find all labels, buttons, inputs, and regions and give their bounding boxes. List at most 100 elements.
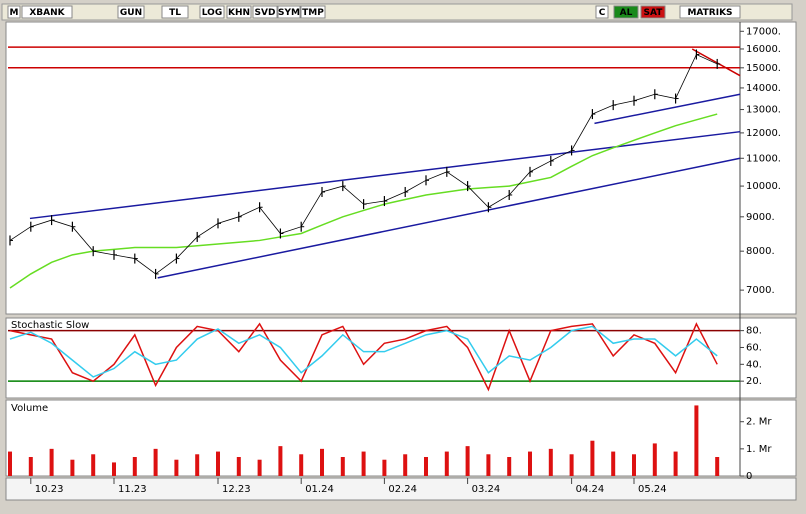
volume-bar xyxy=(715,457,720,476)
trend-line xyxy=(157,157,741,279)
toolbar-button[interactable] xyxy=(679,5,741,19)
x-tick-label: 10.23 xyxy=(35,484,64,495)
y-tick-label: 7000. xyxy=(746,285,775,296)
toolbar-label[interactable]: KHN xyxy=(228,8,250,18)
volume-bar xyxy=(195,454,200,476)
y-tick-label: 11000. xyxy=(746,153,781,164)
panel-title: Stochastic Slow xyxy=(11,320,89,331)
y-tick-label: 17000. xyxy=(746,26,781,37)
volume-bar xyxy=(216,451,220,476)
x-tick-label: 04.24 xyxy=(576,484,605,495)
volume-bar xyxy=(548,448,553,476)
volume-bar xyxy=(611,451,616,476)
volume-bar xyxy=(694,405,699,476)
y-tick-label: 16000. xyxy=(746,44,781,55)
y-tick-label: 8000. xyxy=(746,246,775,257)
toolbar-label[interactable]: C xyxy=(599,8,606,18)
y-tick-label: 15000. xyxy=(746,63,781,74)
toolbar-button[interactable] xyxy=(117,5,145,19)
y-tick-label: 60. xyxy=(746,342,762,353)
y-tick-label: 0 xyxy=(746,471,752,482)
volume-bar xyxy=(444,451,449,476)
y-tick-label: 20. xyxy=(746,376,762,387)
toolbar-label[interactable]: LOG xyxy=(202,8,222,18)
volume-bar xyxy=(299,454,304,476)
toolbar-button[interactable] xyxy=(199,5,225,19)
toolbar-label[interactable]: SYM xyxy=(278,8,300,18)
y-tick-label: 9000. xyxy=(746,212,775,223)
x-axis-bar xyxy=(5,477,797,501)
volume-bar xyxy=(49,448,54,476)
toolbar-button[interactable] xyxy=(640,5,666,19)
volume-bar xyxy=(403,454,408,476)
volume-panel xyxy=(5,399,797,477)
volume-bar xyxy=(569,454,574,476)
y-tick-label: 12000. xyxy=(746,128,781,139)
toolbar-label[interactable]: TL xyxy=(169,8,181,18)
volume-bar xyxy=(174,459,179,476)
toolbar-label[interactable]: MATRIKS xyxy=(687,8,732,18)
x-tick-label: 05.24 xyxy=(638,484,667,495)
volume-bar xyxy=(340,457,345,476)
volume-bar xyxy=(632,454,636,476)
volume-bar xyxy=(673,451,678,476)
volume-bar xyxy=(278,446,283,476)
volume-bar xyxy=(257,459,262,476)
volume-bar xyxy=(361,451,366,476)
toolbar-label[interactable]: M xyxy=(10,8,19,18)
x-tick-label: 03.24 xyxy=(472,484,501,495)
trend-line xyxy=(691,48,741,77)
y-tick-label: 10000. xyxy=(746,181,781,192)
toolbar-button[interactable] xyxy=(613,5,639,19)
toolbar-label[interactable]: GUN xyxy=(120,8,142,18)
trend-line xyxy=(29,130,741,220)
toolbar-label[interactable]: SVD xyxy=(255,8,276,18)
x-tick-label: 02.24 xyxy=(388,484,417,495)
y-tick-label: 13000. xyxy=(746,105,781,116)
toolbar-label[interactable]: AL xyxy=(620,8,633,18)
volume-bar xyxy=(528,451,532,476)
y-tick-label: 2. Mr xyxy=(746,417,772,428)
toolbar-button[interactable] xyxy=(21,5,73,19)
volume-bar xyxy=(382,459,387,476)
series-line xyxy=(9,322,718,392)
volume-bar xyxy=(132,457,137,476)
volume-bar xyxy=(236,457,241,476)
trend-line xyxy=(594,93,741,125)
toolbar-button[interactable] xyxy=(300,5,326,19)
volume-bar xyxy=(424,457,428,476)
panel-title: Volume xyxy=(11,403,48,414)
volume-bar xyxy=(112,462,116,476)
toolbar-button[interactable] xyxy=(252,5,278,19)
volume-bar xyxy=(153,448,158,476)
toolbar-button[interactable] xyxy=(226,5,252,19)
toolbar-label[interactable]: SAT xyxy=(644,8,664,18)
volume-bar xyxy=(70,459,75,476)
volume-bar xyxy=(590,440,595,476)
y-tick-label: 14000. xyxy=(746,83,781,94)
series-line xyxy=(9,325,718,378)
toolbar-label[interactable]: TMP xyxy=(302,8,324,18)
x-tick-label: 11.23 xyxy=(118,484,147,495)
volume-bar xyxy=(320,448,324,476)
volume-bar xyxy=(91,454,96,476)
volume-bar xyxy=(8,451,12,476)
toolbar-button[interactable] xyxy=(161,5,189,19)
toolbar-button[interactable] xyxy=(277,5,301,19)
price-panel xyxy=(5,21,797,315)
volume-bar xyxy=(507,457,512,476)
volume-bar xyxy=(652,443,657,476)
y-tick-label: 80. xyxy=(746,326,762,337)
x-tick-label: 01.24 xyxy=(305,484,334,495)
volume-bar xyxy=(465,446,470,476)
toolbar-label[interactable]: XBANK xyxy=(29,8,65,18)
series-line xyxy=(9,113,718,289)
toolbar-button[interactable] xyxy=(7,5,21,19)
volume-bar xyxy=(486,454,491,476)
volume-bar xyxy=(28,457,33,476)
y-tick-label: 40. xyxy=(746,359,762,370)
toolbar-button[interactable] xyxy=(595,5,609,19)
series-line xyxy=(9,53,718,275)
y-tick-label: 1. Mr xyxy=(746,444,772,455)
